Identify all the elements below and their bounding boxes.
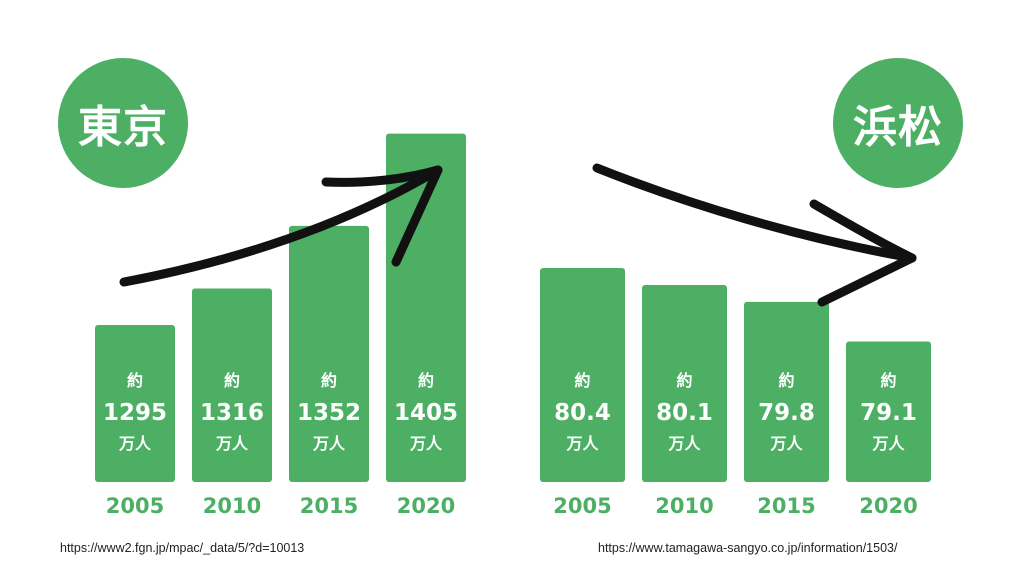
tokyo-value-label: 1295 — [103, 400, 167, 426]
hamamatsu-unit-label: 万人 — [565, 434, 599, 453]
tokyo-value-label: 1316 — [200, 400, 264, 426]
hamamatsu-value-label: 79.1 — [860, 400, 917, 426]
tokyo-year-tick: 2020 — [397, 494, 455, 518]
hamamatsu-chart: 約 80.4 万人 2005 約 80.1 万人 2010 約 79.8 万人 2015 約 79.1 万人… — [540, 268, 931, 518]
tokyo-source-link[interactable]: https://www2.fgn.jp/mpac/_data/5/?d=1001… — [60, 541, 305, 555]
hamamatsu-unit-label: 万人 — [871, 434, 905, 453]
tokyo-bar-2015 — [289, 225, 369, 482]
hamamatsu-source-link[interactable]: https://www.tamagawa-sangyo.co.jp/inform… — [598, 541, 898, 555]
hamamatsu-bar-2005 — [540, 268, 625, 482]
hamamatsu-year-tick: 2015 — [757, 494, 815, 518]
tokyo-unit-label: 万人 — [215, 434, 249, 453]
tokyo-year-tick: 2015 — [300, 494, 358, 518]
hamamatsu-bar-2010 — [642, 284, 727, 482]
hamamatsu-badge: 浜松 — [833, 58, 963, 188]
tokyo-badge: 東京 — [58, 58, 188, 188]
hamamatsu-value-label: 79.8 — [758, 400, 815, 426]
tokyo-bar-2020 — [386, 133, 466, 482]
hamamatsu-unit-label: 万人 — [667, 434, 701, 453]
tokyo-chart: 約 1295 万人 2005 約 1316 万人 2010 約 1352 万人 2015 約 1405 万人… — [95, 133, 466, 518]
hamamatsu-prefix-label: 約 — [676, 371, 692, 390]
tokyo-year-tick: 2005 — [106, 494, 164, 518]
tokyo-value-label: 1352 — [297, 400, 361, 426]
up-arrow-icon — [119, 165, 443, 287]
tokyo-prefix-label: 約 — [321, 371, 337, 390]
tokyo-value-label: 1405 — [394, 400, 458, 426]
hamamatsu-year-tick: 2010 — [655, 494, 713, 518]
tokyo-prefix-label: 約 — [127, 371, 143, 390]
tokyo-year-tick: 2010 — [203, 494, 261, 518]
hamamatsu-value-label: 80.4 — [554, 400, 611, 426]
hamamatsu-prefix-label: 約 — [574, 371, 590, 390]
hamamatsu-bar-2020 — [846, 341, 931, 482]
tokyo-prefix-label: 約 — [224, 371, 240, 390]
tokyo-unit-label: 万人 — [409, 434, 443, 453]
tokyo-bar-2005 — [95, 325, 175, 482]
tokyo-prefix-label: 約 — [418, 371, 434, 390]
tokyo-bar-2010 — [192, 288, 272, 482]
hamamatsu-value-label: 80.1 — [656, 400, 713, 426]
down-arrow-icon — [592, 163, 917, 307]
hamamatsu-prefix-label: 約 — [778, 371, 794, 390]
hamamatsu-year-tick: 2005 — [553, 494, 611, 518]
hamamatsu-bar-2015 — [744, 301, 829, 482]
hamamatsu-year-tick: 2020 — [859, 494, 917, 518]
hamamatsu-prefix-label: 約 — [880, 371, 896, 390]
tokyo-unit-label: 万人 — [312, 434, 346, 453]
tokyo-unit-label: 万人 — [118, 434, 152, 453]
hamamatsu-unit-label: 万人 — [769, 434, 803, 453]
